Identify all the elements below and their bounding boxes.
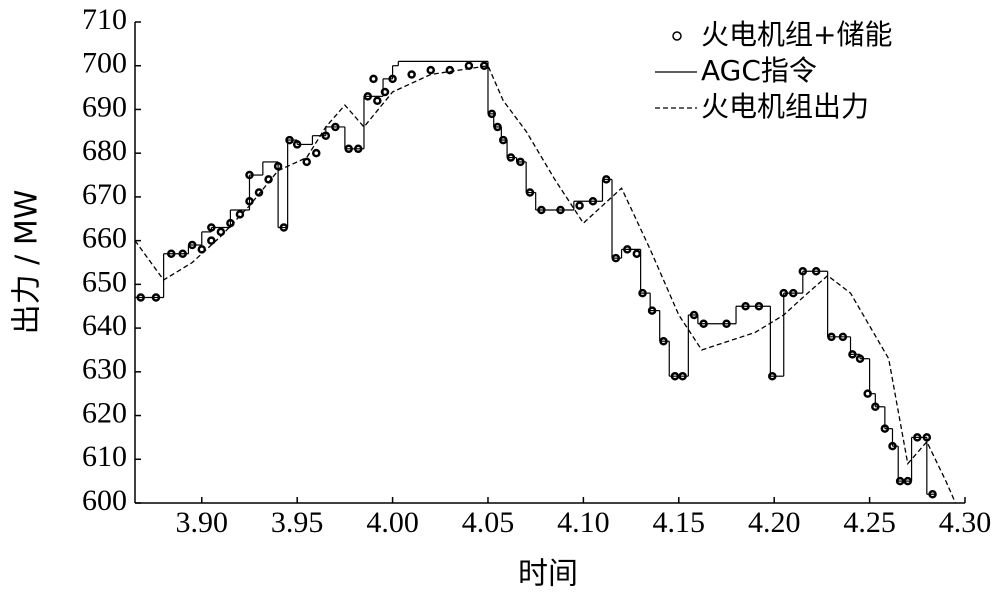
marker xyxy=(235,210,245,219)
marker xyxy=(254,188,264,197)
marker xyxy=(216,227,226,237)
marker xyxy=(464,61,474,70)
y-tick-label: 660 xyxy=(82,222,127,255)
marker xyxy=(632,249,642,259)
marker xyxy=(197,245,207,254)
x-tick-label: 4.10 xyxy=(557,506,610,539)
marker xyxy=(373,96,382,105)
y-tick-label: 650 xyxy=(82,265,127,298)
y-tick-label: 690 xyxy=(82,90,127,123)
marker xyxy=(575,201,584,210)
y-tick-label: 670 xyxy=(82,178,127,211)
marker xyxy=(369,74,378,84)
marker xyxy=(407,70,416,79)
y-tick-label: 700 xyxy=(82,47,127,80)
x-tick-label: 4.00 xyxy=(366,506,419,539)
x-tick-label: 3.90 xyxy=(176,506,229,539)
y-tick-label: 630 xyxy=(82,353,127,386)
legend-label: AGC指令 xyxy=(701,54,817,87)
x-tick-label: 4.30 xyxy=(939,506,992,539)
x-tick-label: 3.95 xyxy=(271,506,324,539)
y-tick-label: 610 xyxy=(82,440,127,473)
x-tick-label: 4.05 xyxy=(462,506,515,539)
marker xyxy=(207,236,216,245)
y-axis-label: 出力 / MW xyxy=(10,190,45,335)
y-tick-label: 710 xyxy=(82,3,127,36)
x-tick-label: 4.15 xyxy=(653,506,706,539)
legend-label: 火电机组+储能 xyxy=(701,18,892,51)
y-tick-label: 640 xyxy=(82,309,127,342)
y-tick-label: 680 xyxy=(82,134,127,167)
legend-label: 火电机组出力 xyxy=(701,90,869,123)
marker xyxy=(302,157,311,167)
x-tick-label: 4.20 xyxy=(748,506,801,539)
y-tick-label: 620 xyxy=(82,396,127,429)
marker xyxy=(426,65,435,75)
x-axis-label: 时间 xyxy=(518,557,578,592)
legend-symbol xyxy=(672,31,682,41)
output-line xyxy=(134,65,957,504)
y-tick-label: 600 xyxy=(82,484,127,517)
marker xyxy=(312,148,321,158)
x-tick-label: 4.25 xyxy=(843,506,896,539)
